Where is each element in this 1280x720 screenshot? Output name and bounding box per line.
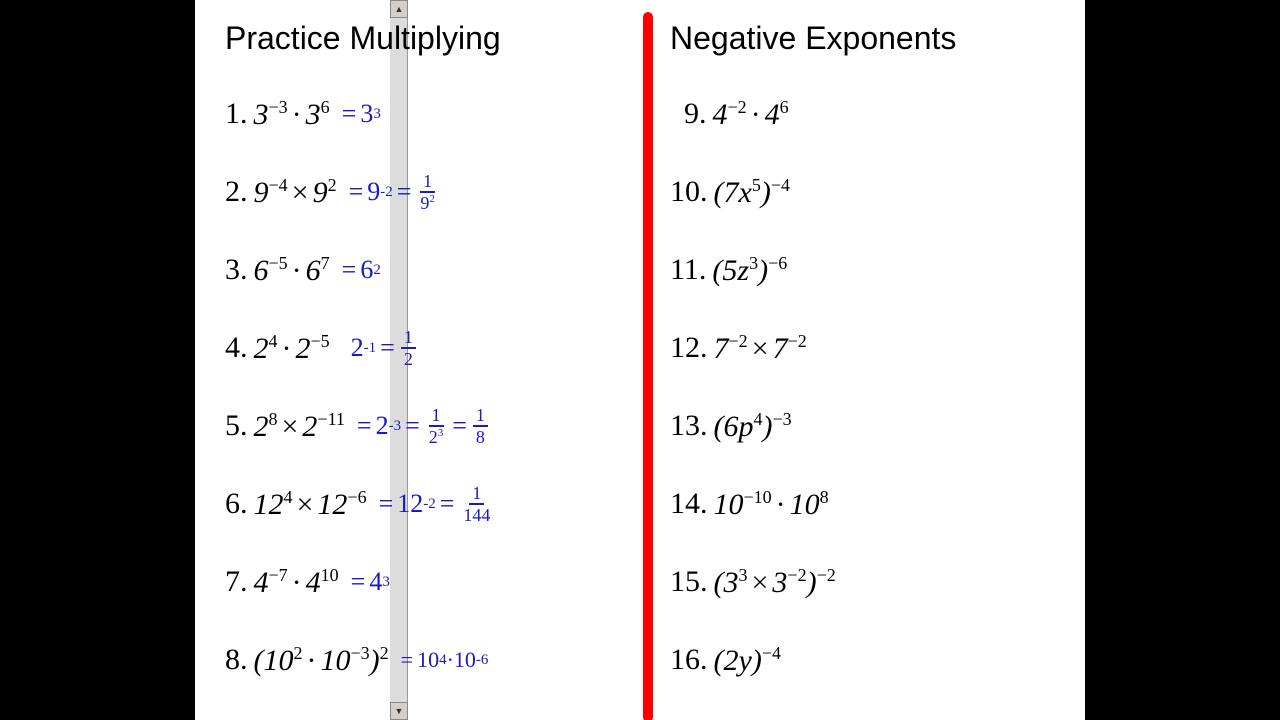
problem-2: 2. 9−4×92 =9-2=192 — [225, 153, 630, 231]
problem-1: 1. 3−3·36 =33 — [225, 75, 630, 153]
problem-10: 10. (7x5)−4 — [670, 153, 1075, 231]
handwritten-answer: =104·10-6 — [397, 647, 489, 673]
problem-number: 3. — [225, 253, 248, 287]
problem-expression: (6p4)−3 — [714, 409, 792, 444]
problem-number: 2. — [225, 175, 248, 209]
problem-number: 12. — [670, 331, 708, 365]
problem-expression: (2y)−4 — [714, 643, 781, 678]
problem-13: 13. (6p4)−3 — [670, 387, 1075, 465]
problem-15: 15. (33×3−2)−2 — [670, 543, 1075, 621]
problem-expression: 28×2−11 — [254, 409, 345, 444]
problem-11: 11. (5z3)−6 — [670, 231, 1075, 309]
problem-6: 6. 124×12−6 =12-2=1144 — [225, 465, 630, 543]
handwritten-answer: =43 — [347, 567, 390, 597]
problem-number: 15. — [670, 565, 708, 599]
problem-number: 14. — [670, 487, 708, 521]
problem-number: 4. — [225, 331, 248, 365]
page-content: Practice Multiplying 1. 3−3·36 =33 2. 9−… — [213, 0, 1085, 720]
problem-expression: 3−3·36 — [254, 97, 330, 132]
column-divider — [643, 12, 653, 720]
problem-expression: 9−4×92 — [254, 175, 337, 210]
handwritten-answer: =2-3=123=18 — [353, 406, 490, 446]
problem-expression: 124×12−6 — [254, 487, 367, 522]
problem-expression: 10−10·108 — [714, 487, 829, 522]
problem-number: 7. — [225, 565, 248, 599]
problem-number: 5. — [225, 409, 248, 443]
handwritten-answer: =33 — [338, 99, 381, 129]
problem-16: 16. (2y)−4 — [670, 621, 1075, 699]
problem-number: 8. — [225, 643, 248, 677]
problem-number: 9. — [684, 97, 707, 131]
problem-12: 12. 7−2×7−2 — [670, 309, 1075, 387]
handwritten-answer: =12-2=1144 — [375, 484, 496, 524]
problem-number: 13. — [670, 409, 708, 443]
left-column: Practice Multiplying 1. 3−3·36 =33 2. 9−… — [225, 20, 640, 720]
problem-number: 6. — [225, 487, 248, 521]
problem-expression: 7−2×7−2 — [714, 331, 807, 366]
problem-expression: 6−5·67 — [254, 253, 330, 288]
problem-expression: 24·2−5 — [254, 331, 330, 366]
handwritten-answer: =62 — [338, 255, 381, 285]
problem-expression: (102·10−3)2 — [254, 643, 389, 678]
problem-expression: 4−7·410 — [254, 565, 339, 600]
problem-number: 10. — [670, 175, 708, 209]
problem-expression: 4−2·46 — [713, 97, 789, 132]
handwritten-answer: =9-2=192 — [345, 172, 440, 212]
problem-expression: (7x5)−4 — [714, 175, 790, 210]
problem-14: 14. 10−10·108 — [670, 465, 1075, 543]
problem-5: 5. 28×2−11 =2-3=123=18 — [225, 387, 630, 465]
problem-8: 8. (102·10−3)2 =104·10-6 — [225, 621, 630, 699]
problem-expression: (33×3−2)−2 — [714, 565, 836, 600]
problem-number: 1. — [225, 97, 248, 131]
problem-number: 16. — [670, 643, 708, 677]
handwritten-answer: 2-1=12 — [338, 328, 418, 368]
problem-expression: (5z3)−6 — [712, 253, 787, 288]
problem-3: 3. 6−5·67 =62 — [225, 231, 630, 309]
right-heading: Negative Exponents — [670, 20, 1075, 57]
document-frame: Practice Multiplying 1. 3−3·36 =33 2. 9−… — [195, 0, 1085, 720]
problem-9: 9. 4−2·46 — [670, 75, 1075, 153]
problem-number: 11. — [670, 253, 706, 287]
problem-4: 4. 24·2−5 2-1=12 — [225, 309, 630, 387]
left-heading: Practice Multiplying — [225, 20, 630, 57]
right-column: Negative Exponents 9. 4−2·46 10. (7x5)−4… — [640, 20, 1085, 720]
problem-7: 7. 4−7·410 =43 — [225, 543, 630, 621]
